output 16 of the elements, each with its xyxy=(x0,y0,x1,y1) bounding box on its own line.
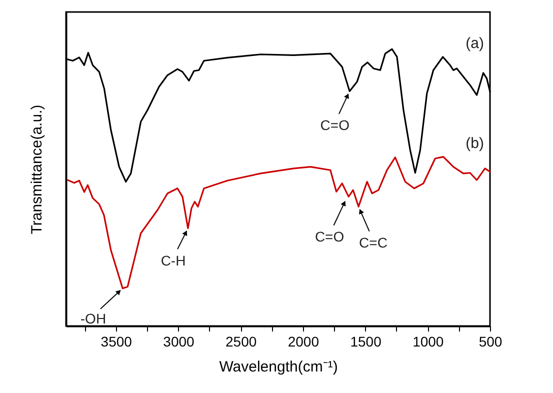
x-tick-label: 2000 xyxy=(288,334,320,350)
annotation: C-H xyxy=(160,252,186,268)
x-tick-label: 2500 xyxy=(226,334,257,350)
x-tick-label: 3000 xyxy=(163,334,195,350)
annotation: C=O xyxy=(314,228,344,245)
annotation: -OH xyxy=(80,310,106,326)
series-label: (b) xyxy=(466,134,484,152)
x-tick-label: 3500 xyxy=(100,334,132,350)
y-axis-title: Transmittance(a.u.) xyxy=(28,104,46,234)
x-axis-title: Wavelength(cm⁻¹) xyxy=(219,358,338,376)
x-tick-label: 1500 xyxy=(350,334,382,350)
x-tick-label: 500 xyxy=(478,334,502,350)
series-label: (a) xyxy=(466,34,484,52)
x-tick-label: 1000 xyxy=(412,334,444,350)
annotation: C=O xyxy=(320,117,350,134)
annotation: C=C xyxy=(359,234,388,251)
